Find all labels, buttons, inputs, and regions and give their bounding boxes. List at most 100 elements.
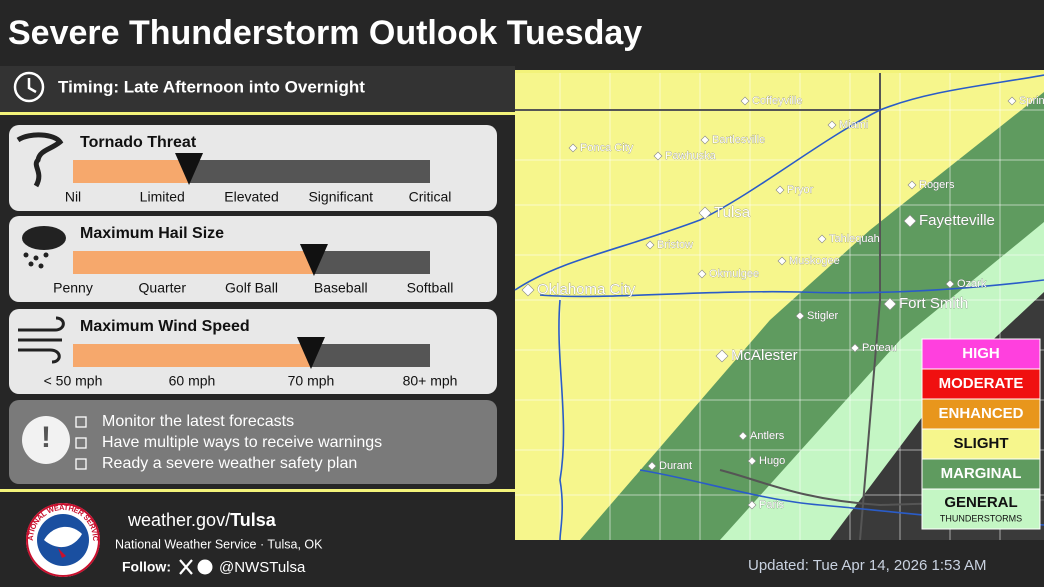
- map-border: [515, 70, 1044, 73]
- facebook-icon: [197, 559, 213, 575]
- website-domain: weather.gov/: [127, 510, 230, 530]
- legend-swatch: [921, 488, 1041, 530]
- gauge-level: Golf Ball: [225, 280, 278, 296]
- city-marker: [645, 240, 655, 250]
- city-marker: [715, 349, 729, 363]
- city-label: Rogers: [919, 179, 955, 191]
- gauge-level: Elevated: [224, 189, 278, 205]
- city-marker: [795, 311, 805, 321]
- city-label: Fayetteville: [919, 212, 995, 229]
- city-marker: [777, 256, 787, 266]
- gauge-fill: [73, 160, 190, 183]
- city-label: Tahlequah: [829, 233, 880, 245]
- city-marker: [700, 135, 710, 145]
- gauge-level: Limited: [140, 189, 185, 205]
- city-label: Ponca City: [580, 142, 634, 154]
- city-label: Oklahoma City: [537, 281, 636, 298]
- legend-label: MARGINAL: [941, 465, 1022, 482]
- city-marker: [903, 214, 917, 228]
- city-label: Miami: [839, 119, 868, 131]
- gauge-level: 80+ mph: [403, 373, 458, 389]
- legend-label: ENHANCED: [938, 405, 1023, 422]
- city-marker: [740, 96, 750, 106]
- city-label: Bristow: [657, 239, 693, 251]
- wind-icon: [18, 316, 65, 364]
- city-label: Fort Smith: [899, 295, 968, 312]
- office: National Weather Service · Tulsa, OK: [115, 537, 323, 551]
- gauge-level: Significant: [308, 189, 373, 205]
- city-label: Poteau: [862, 342, 897, 354]
- divider: [0, 489, 515, 492]
- clock-hands: [27, 78, 37, 94]
- hail-icon: [22, 226, 66, 269]
- city-marker: [827, 120, 837, 130]
- checkbox: [75, 437, 87, 449]
- alert-mark: !: [41, 421, 51, 454]
- website-office: Tulsa: [230, 510, 277, 530]
- city-marker: [907, 180, 917, 190]
- gauge-marker: [297, 337, 325, 369]
- action-item: Have multiple ways to receive warnings: [102, 434, 382, 451]
- checkbox: [75, 458, 87, 470]
- city-label: Durant: [659, 460, 692, 472]
- follow: Follow:: [122, 559, 171, 575]
- city-marker: [945, 279, 955, 289]
- city-marker: [747, 500, 757, 510]
- gauge-level: Baseball: [314, 280, 368, 296]
- gauge-level: 70 mph: [288, 373, 335, 389]
- city-label: Hugo: [759, 455, 785, 467]
- city-label: Tulsa: [714, 204, 751, 221]
- city-marker: [521, 283, 535, 297]
- action-item: Monitor the latest forecasts: [102, 413, 294, 430]
- legend-swatch: [921, 398, 1041, 430]
- alert-icon: [22, 416, 70, 464]
- city-marker: [817, 234, 827, 244]
- gauge-level: Penny: [53, 280, 93, 296]
- city-marker: [775, 185, 785, 195]
- city-marker: [738, 431, 748, 441]
- gauge-marker: [175, 153, 204, 185]
- checkbox: [75, 416, 87, 428]
- city-marker: [568, 143, 578, 153]
- legend-sublabel: THUNDERSTORMS: [940, 513, 1022, 523]
- city-label: Stigler: [807, 310, 839, 322]
- gauge-level: 60 mph: [169, 373, 216, 389]
- city-marker: [747, 456, 757, 466]
- gauge-title: Tornado Threat: [80, 134, 197, 151]
- legend-label: GENERAL: [944, 494, 1017, 511]
- city-label: Bartlesville: [712, 134, 765, 146]
- city-label: Coffeyville: [752, 95, 803, 107]
- x-icon: [179, 559, 193, 575]
- actions-panel: [9, 400, 497, 484]
- handle: @NWSTulsa: [219, 559, 306, 576]
- timing: Timing: Late Afternoon into Overnight: [58, 77, 365, 96]
- city-label: Springfield: [1019, 95, 1044, 107]
- city-label: Antlers: [750, 430, 785, 442]
- gauge-level: < 50 mph: [44, 373, 103, 389]
- state-lines: [515, 70, 1044, 541]
- city-label: Ozark: [957, 278, 987, 290]
- gauge-level: Softball: [407, 280, 454, 296]
- legend-label: MODERATE: [939, 375, 1024, 392]
- gauge-level: Nil: [65, 189, 81, 205]
- city-marker: [647, 461, 657, 471]
- city-label: Paris: [759, 499, 785, 511]
- city-marker: [1007, 96, 1017, 106]
- city-label: McAlester: [731, 347, 798, 364]
- gauge-title: Maximum Wind Speed: [80, 318, 250, 335]
- website: weather.gov/Tulsa: [127, 510, 277, 530]
- city-label: Okmulgee: [709, 268, 759, 280]
- city-marker: [653, 151, 663, 161]
- city-marker: [698, 206, 712, 220]
- tornado-icon: [16, 132, 64, 188]
- updated: Updated: Tue Apr 14, 2026 1:53 AM: [748, 557, 987, 574]
- legend-label: HIGH: [962, 345, 1000, 362]
- legend-label: SLIGHT: [954, 435, 1009, 452]
- legend-swatch: [921, 428, 1041, 460]
- city-label: Pawhuska: [665, 150, 717, 162]
- title: Severe Thunderstorm Outlook Tuesday: [8, 14, 642, 52]
- clock-icon: [13, 71, 45, 103]
- timing-bar: [0, 66, 515, 112]
